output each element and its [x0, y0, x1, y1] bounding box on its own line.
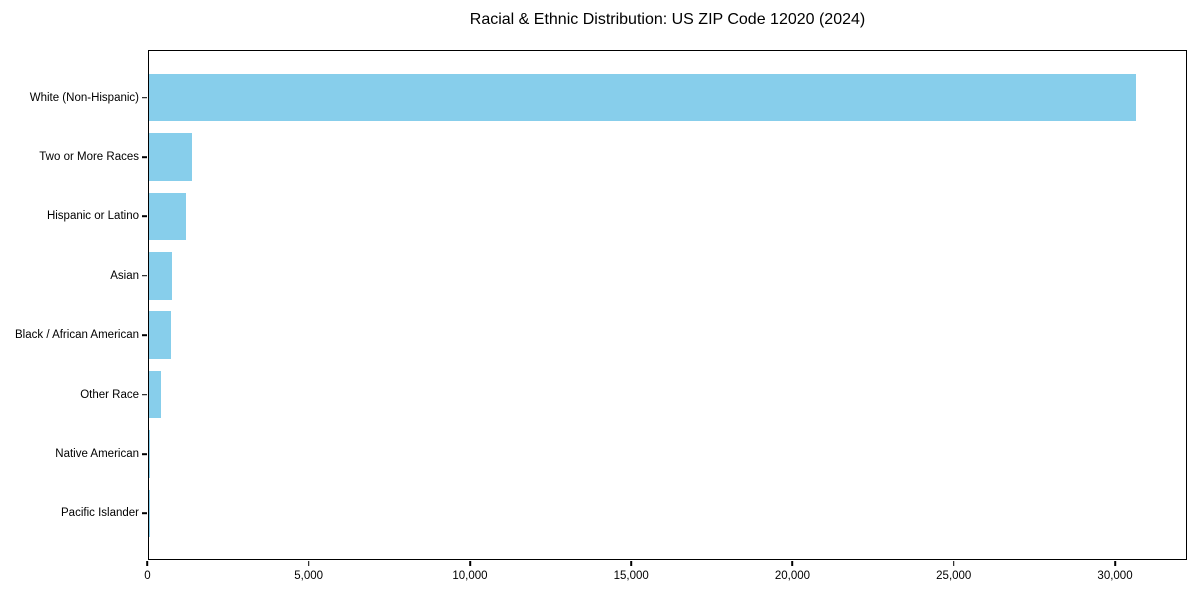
- y-axis-label-native-american: Native American: [55, 447, 139, 460]
- x-tick-mark: [952, 560, 955, 566]
- bar-row-asian: Asian: [110, 246, 1186, 305]
- y-axis-label-hispanic-or-latino: Hispanic or Latino: [46, 210, 139, 223]
- y-tick-mark: [142, 215, 147, 218]
- y-tick-mark: [142, 334, 147, 336]
- x-tick-label: 5,000: [294, 570, 324, 582]
- bar-hispanic-or-latino: [149, 192, 186, 241]
- bar-row-black-african-american: Black / African American: [15, 306, 1186, 365]
- bar-rows: White (Non-Hispanic) Two or More Races His…: [15, 51, 1186, 559]
- x-tick-label: 30,000: [1097, 570, 1133, 582]
- bar-other-race: [149, 370, 162, 419]
- y-tick-mark: [142, 453, 147, 455]
- chart-title: Racial & Ethnic Distribution: US ZIP Cod…: [469, 11, 866, 28]
- x-tick-mark: [1114, 560, 1116, 566]
- plot-area: White (Non-Hispanic) Two or More Races His…: [15, 50, 1187, 582]
- bar-white-non-hispanic: [149, 73, 1137, 122]
- y-tick-mark: [142, 156, 147, 158]
- y-axis-label-other-race: Other Race: [80, 388, 139, 401]
- bar-row-hispanic-or-latino: Hispanic or Latino: [47, 187, 1186, 246]
- bar-row-white-non-hispanic: White (Non-Hispanic): [30, 68, 1186, 127]
- x-tick-mark: [469, 560, 471, 566]
- y-axis-label-asian: Asian: [110, 269, 139, 282]
- y-tick-mark: [142, 393, 147, 396]
- y-axis-label-white-non-hispanic: White (Non-Hispanic): [29, 91, 139, 104]
- y-tick-mark: [142, 275, 147, 277]
- bar-row-other-race: Other Race: [80, 365, 1186, 424]
- y-tick-mark: [142, 512, 147, 515]
- bar-row-pacific-islander: Pacific Islander: [61, 484, 1186, 543]
- x-tick-mark: [630, 560, 632, 566]
- bar-native-american: [149, 430, 150, 478]
- y-tick-mark: [142, 96, 147, 99]
- bar-black-african-american: [149, 311, 172, 359]
- x-tick-label: 20,000: [774, 570, 811, 582]
- y-axis-label-pacific-islander: Pacific Islander: [61, 507, 139, 520]
- x-axis: 0 5,000 10,000 15,000 20,000 25,000 30,000: [144, 559, 1187, 593]
- bar-two-or-more-races: [149, 133, 193, 181]
- x-tick-label: 10,000: [452, 570, 488, 582]
- x-tick-mark: [307, 560, 310, 566]
- bar-row-two-or-more-races: Two or More Races: [39, 127, 1186, 186]
- x-tick-mark: [791, 560, 794, 566]
- x-tick-mark: [146, 560, 149, 566]
- x-tick-label: 0: [144, 570, 151, 582]
- bar-asian: [149, 252, 173, 300]
- x-tick-label: 25,000: [936, 570, 972, 582]
- y-axis-label-two-or-more-races: Two or More Races: [39, 151, 139, 164]
- y-axis-label-black-african-american: Black / African American: [15, 329, 139, 342]
- x-tick-label: 15,000: [613, 570, 649, 582]
- bar-row-native-american: Native American: [55, 424, 1186, 483]
